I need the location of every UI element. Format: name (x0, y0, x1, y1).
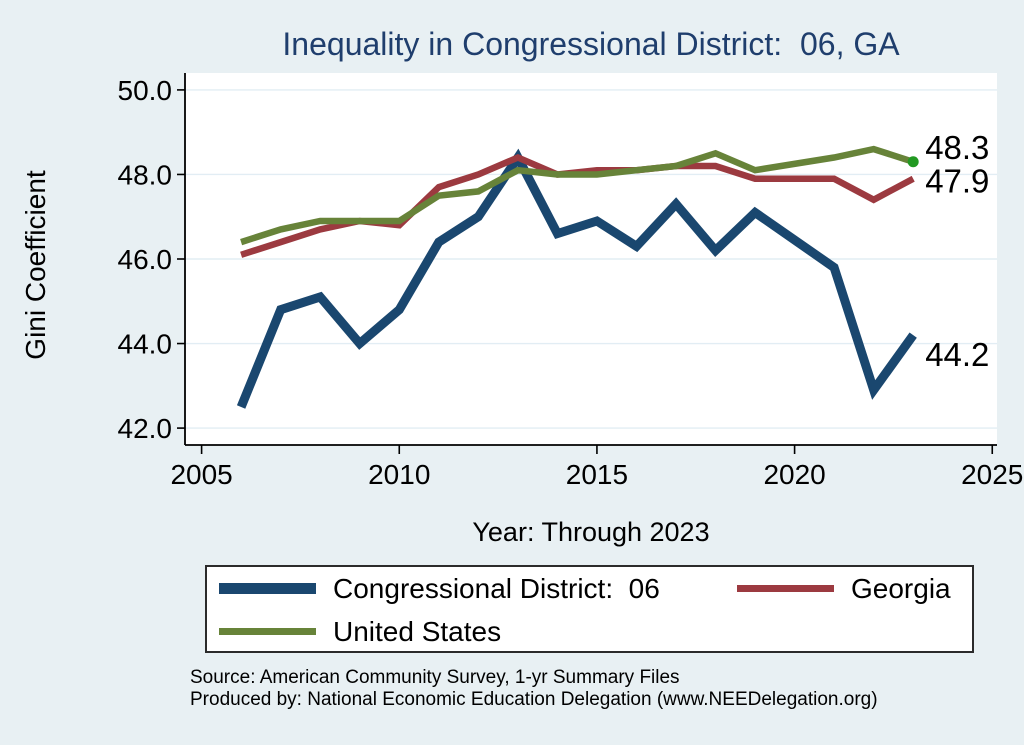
legend-swatch-united-states (219, 628, 316, 635)
series-end-label-2: 48.3 (925, 129, 989, 166)
chart-title: Inequality in Congressional District: 06… (282, 26, 900, 62)
legend-swatch-georgia (737, 585, 834, 592)
legend-swatch-district-06 (219, 583, 316, 594)
x-tick-label: 2005 (170, 459, 232, 490)
x-tick-label: 2015 (566, 459, 628, 490)
x-tick-label: 2010 (368, 459, 430, 490)
legend-label-georgia: Georgia (851, 572, 951, 604)
source-note: Source: American Community Survey, 1-yr … (190, 667, 878, 710)
legend-item-georgia: Georgia (737, 573, 951, 605)
series-line-0 (236, 148, 917, 409)
y-tick-label: 50.0 (118, 75, 173, 106)
produced-by-line: Produced by: National Economic Education… (190, 688, 878, 710)
y-tick-label: 48.0 (118, 159, 173, 190)
x-tick-label: 2025 (961, 459, 1023, 490)
legend-row-2: United States (207, 610, 972, 653)
y-tick-label: 46.0 (118, 244, 173, 275)
legend-item-united-states: United States (219, 616, 737, 648)
x-tick-label: 2020 (763, 459, 825, 490)
legend-item-district: Congressional District: 06 (219, 573, 737, 605)
source-line: Source: American Community Survey, 1-yr … (190, 667, 680, 688)
legend-label-district-06: Congressional District: 06 (333, 572, 660, 604)
series-end-label-1: 47.9 (925, 163, 989, 200)
series-end-label-0: 44.2 (925, 336, 989, 373)
series-end-marker (907, 156, 919, 168)
legend: Congressional District: 06 Georgia Unite… (205, 565, 974, 653)
y-tick-label: 44.0 (118, 329, 173, 360)
series-line-2 (240, 145, 915, 246)
legend-label-united-states: United States (333, 615, 502, 647)
legend-row-1: Congressional District: 06 Georgia (207, 567, 972, 610)
y-tick-label: 42.0 (118, 413, 173, 444)
x-axis-title: Year: Through 2023 (472, 517, 710, 547)
